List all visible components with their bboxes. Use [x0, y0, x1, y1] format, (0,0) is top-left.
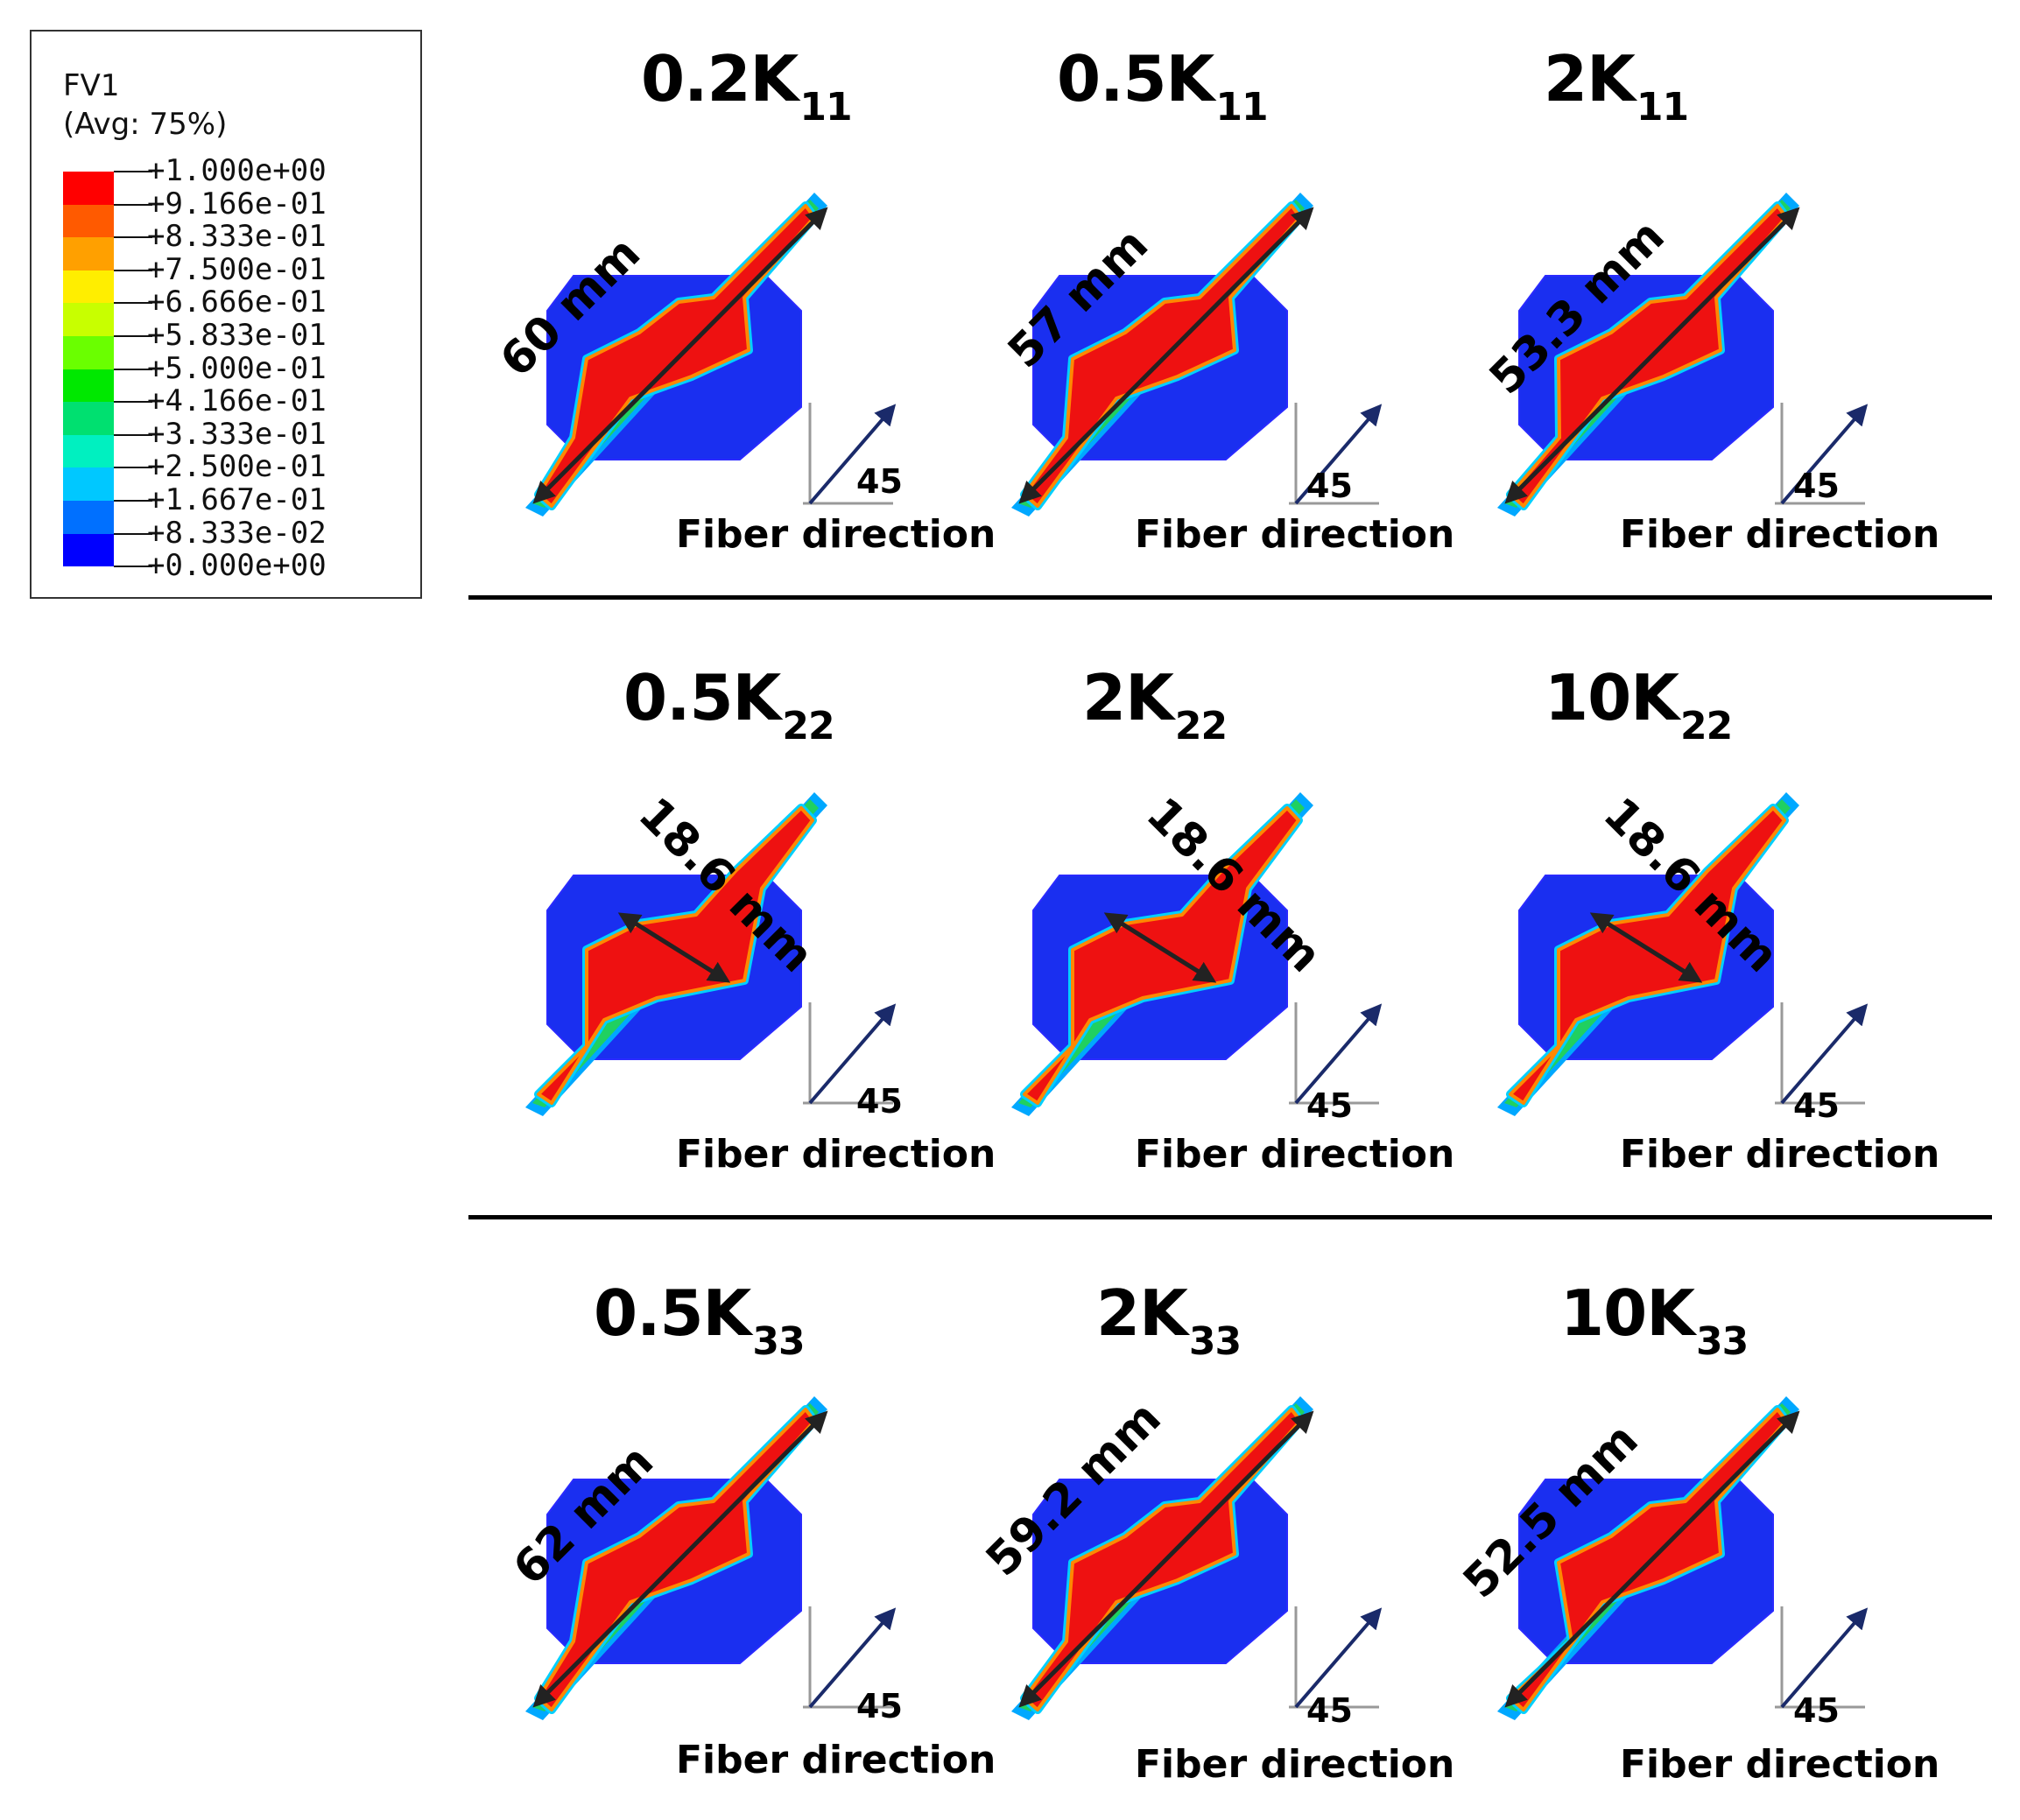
- legend-tick: [114, 171, 152, 172]
- legend-swatch: [63, 369, 114, 403]
- legend-color-bar: [63, 172, 114, 567]
- legend-value: +9.166e-01: [147, 186, 327, 221]
- angle-label: 45: [1793, 1691, 1840, 1730]
- legend-swatch: [63, 533, 114, 567]
- legend-swatch: [63, 402, 114, 435]
- panel-title-r2c2: 2K22: [1082, 661, 1228, 748]
- fiber-direction-arrow: [808, 1003, 897, 1105]
- dimension-arrow: [1589, 912, 1703, 983]
- angle-label: 45: [1793, 1086, 1840, 1125]
- legend-swatch: [63, 335, 114, 369]
- fiber-direction-label: Fiber direction: [1620, 512, 1940, 557]
- panel-title-r2c1: 0.5K22: [623, 661, 835, 748]
- panel-title-r1c1: 0.2K11: [641, 42, 853, 130]
- panel-title-r1c2: 0.5K11: [1057, 42, 1269, 130]
- fiber-direction-arrow: [1294, 1607, 1383, 1709]
- dimension-arrow: [1018, 207, 1314, 504]
- row-separator-1: [468, 595, 1992, 600]
- fiber-direction-arrow: [1294, 404, 1383, 505]
- legend-tick: [114, 532, 152, 535]
- angle-label: 45: [1793, 467, 1840, 505]
- angle-label: 45: [1306, 1086, 1353, 1125]
- legend-tick: [114, 236, 152, 239]
- legend-tick: [114, 433, 152, 436]
- angle-label: 45: [856, 462, 903, 501]
- fiber-direction-arrow: [1780, 1607, 1869, 1709]
- fiber-direction-label: Fiber direction: [1620, 1742, 1940, 1787]
- legend-swatch: [63, 500, 114, 534]
- legend-value: +4.166e-01: [147, 383, 327, 419]
- legend-tick: [114, 467, 152, 469]
- panel-title-r3c3: 10K33: [1560, 1276, 1749, 1364]
- legend-value: +5.833e-01: [147, 318, 327, 353]
- legend-tick: [114, 203, 152, 206]
- angle-label: 45: [856, 1082, 903, 1121]
- legend-tick: [114, 335, 152, 337]
- legend-swatch: [63, 303, 114, 336]
- fiber-direction-arrow: [1780, 404, 1869, 505]
- legend-swatch: [63, 270, 114, 304]
- legend-value: +3.333e-01: [147, 416, 327, 452]
- fiber-direction-label: Fiber direction: [1135, 1742, 1455, 1787]
- legend-value: +2.500e-01: [147, 449, 327, 485]
- dimension-arrow: [617, 912, 731, 983]
- panel-title-r1c3: 2K11: [1544, 42, 1689, 130]
- fiber-direction-label: Fiber direction: [1135, 1132, 1455, 1177]
- legend-tick: [114, 302, 152, 305]
- legend-tick: [114, 269, 152, 271]
- legend-tick: [114, 368, 152, 370]
- dimension-arrow: [532, 1410, 828, 1708]
- legend-value: +8.333e-01: [147, 219, 327, 255]
- fiber-direction-arrow: [1294, 1003, 1383, 1105]
- legend-swatch: [63, 434, 114, 468]
- legend-swatch: [63, 204, 114, 238]
- fiber-direction-label: Fiber direction: [1620, 1132, 1940, 1177]
- dimension-arrow: [1018, 1410, 1314, 1708]
- legend-swatch: [63, 237, 114, 271]
- fiber-direction-arrow: [808, 1607, 897, 1709]
- legend-tick: [114, 500, 152, 502]
- angle-label: 45: [1306, 467, 1353, 505]
- dimension-arrow: [532, 207, 828, 504]
- panel-title-r2c3: 10K22: [1545, 661, 1733, 748]
- fiber-direction-arrow: [808, 404, 897, 505]
- legend-value: +8.333e-02: [147, 515, 327, 551]
- legend-averaging: (Avg: 75%): [63, 107, 228, 142]
- legend-tick: [114, 566, 152, 568]
- panel-title-r3c2: 2K33: [1096, 1276, 1242, 1364]
- legend-value: +6.666e-01: [147, 285, 327, 320]
- legend-tick: [114, 401, 152, 404]
- angle-label: 45: [1306, 1691, 1353, 1730]
- fiber-direction-label: Fiber direction: [1135, 512, 1455, 557]
- fiber-direction-label: Fiber direction: [676, 512, 996, 557]
- fiber-direction-label: Fiber direction: [676, 1132, 996, 1177]
- angle-label: 45: [856, 1687, 903, 1725]
- legend-value: +0.000e+00: [147, 548, 327, 584]
- legend-value: +1.667e-01: [147, 482, 327, 517]
- fiber-direction-label: Fiber direction: [676, 1738, 996, 1782]
- legend-swatch: [63, 467, 114, 501]
- dimension-arrow: [1504, 1410, 1800, 1708]
- legend-value: +5.000e-01: [147, 350, 327, 386]
- row-separator-2: [468, 1215, 1992, 1219]
- legend-swatch: [63, 172, 114, 205]
- color-legend: FV1 (Avg: 75%) +1.000e+00 +9.166e-01 +8.33…: [30, 30, 422, 599]
- legend-value: +7.500e-01: [147, 251, 327, 287]
- dimension-arrow: [1504, 207, 1800, 504]
- legend-value: +1.000e+00: [147, 153, 327, 188]
- fiber-direction-arrow: [1780, 1003, 1869, 1105]
- dimension-arrow: [1103, 912, 1217, 983]
- legend-variable: FV1: [63, 68, 120, 103]
- panel-title-r3c1: 0.5K33: [594, 1276, 806, 1364]
